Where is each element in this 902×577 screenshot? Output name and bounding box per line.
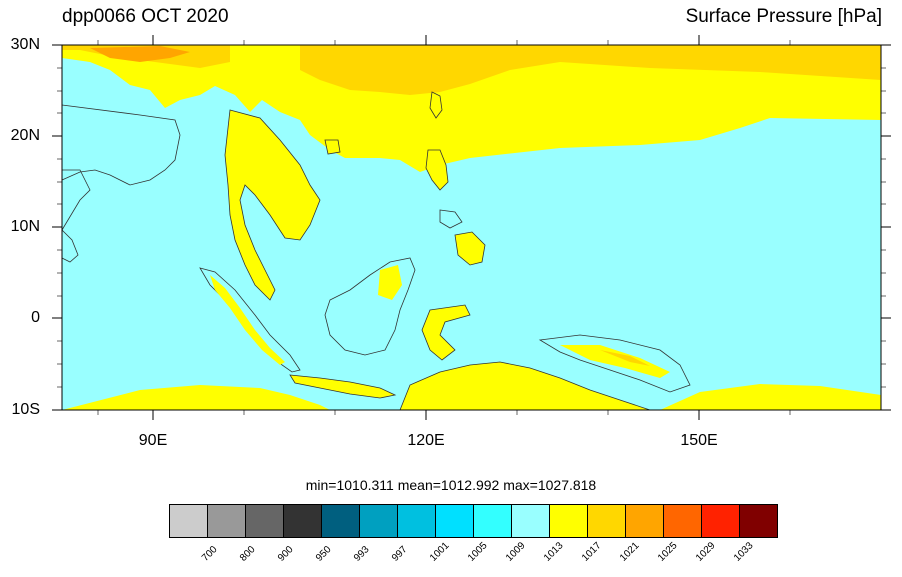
lat-label-10s: 10S — [11, 401, 40, 418]
colorbar-swatch — [360, 505, 398, 537]
luzon — [425, 149, 449, 191]
colorbar-label: 1013 — [542, 540, 566, 564]
colorbar-label: 1001 — [428, 540, 452, 564]
colorbar — [169, 504, 778, 538]
lat-label-10n: 10N — [10, 218, 40, 235]
colorbar-swatch — [284, 505, 322, 537]
colorbar-label: 1005 — [466, 540, 490, 564]
india-coast — [61, 104, 181, 186]
lon-label-150e: 150E — [680, 432, 718, 449]
australia-north — [399, 361, 651, 411]
colorbar-label: 997 — [390, 544, 410, 564]
hainan — [324, 139, 341, 155]
colorbar-swatch — [170, 505, 208, 537]
new-guinea-peak — [600, 350, 650, 366]
north-pressure-band-dark — [300, 45, 881, 95]
colorbar-swatch — [398, 505, 436, 537]
java — [289, 374, 397, 399]
colorbar-label: 950 — [314, 544, 334, 564]
south-east-band — [660, 384, 881, 410]
lat-label-30n: 30N — [10, 36, 40, 53]
colorbar-label: 1021 — [618, 540, 642, 564]
colorbar-swatch — [322, 505, 360, 537]
colorbar-swatch — [740, 505, 777, 537]
colorbar-swatch — [474, 505, 512, 537]
variable-title: Surface Pressure [hPa] — [685, 6, 882, 27]
colorbar-label: 1017 — [580, 540, 604, 564]
indochina-landmass — [224, 109, 321, 301]
colorbar-swatch — [208, 505, 246, 537]
minor-ticks — [57, 40, 886, 415]
visayas — [439, 209, 463, 229]
colorbar-swatch — [664, 505, 702, 537]
lon-ticks — [152, 35, 700, 420]
himalaya-peak — [90, 46, 190, 62]
mindanao — [454, 231, 486, 266]
stats-text: min=1010.311 mean=1012.992 max=1027.818 — [305, 477, 597, 493]
colorbar-label: 1033 — [732, 540, 756, 564]
colorbar-swatch — [436, 505, 474, 537]
lon-label-120e: 120E — [407, 432, 445, 449]
sri-lanka — [61, 229, 79, 263]
new-guinea-highland — [560, 345, 670, 378]
colorbar-label: 1025 — [656, 540, 680, 564]
colorbar-swatch — [588, 505, 626, 537]
colorbar-label: 700 — [200, 544, 220, 564]
sumatra-highland — [210, 275, 285, 365]
colorbar-label: 993 — [352, 544, 372, 564]
colorbar-label: 800 — [238, 544, 258, 564]
sulawesi — [421, 304, 471, 361]
north-high-pressure-band — [62, 45, 881, 172]
colorbar-label: 900 — [276, 544, 296, 564]
colorbar-swatch — [512, 505, 550, 537]
colorbar-label: 1029 — [694, 540, 718, 564]
taiwan — [429, 91, 443, 119]
lon-label-90e: 90E — [138, 432, 168, 449]
lat-label-0: 0 — [31, 309, 40, 326]
colorbar-swatch — [626, 505, 664, 537]
lat-ticks — [52, 44, 891, 411]
colorbar-swatch — [550, 505, 588, 537]
colorbar-swatch — [702, 505, 740, 537]
plot-title: dpp0066 OCT 2020 — [62, 6, 229, 27]
borneo-highland — [378, 265, 402, 300]
colorbar-label: 1009 — [504, 540, 528, 564]
map-plot — [52, 35, 891, 420]
south-high-pressure-band — [62, 385, 330, 410]
lat-label-20n: 20N — [10, 127, 40, 144]
colorbar-swatch — [246, 505, 284, 537]
